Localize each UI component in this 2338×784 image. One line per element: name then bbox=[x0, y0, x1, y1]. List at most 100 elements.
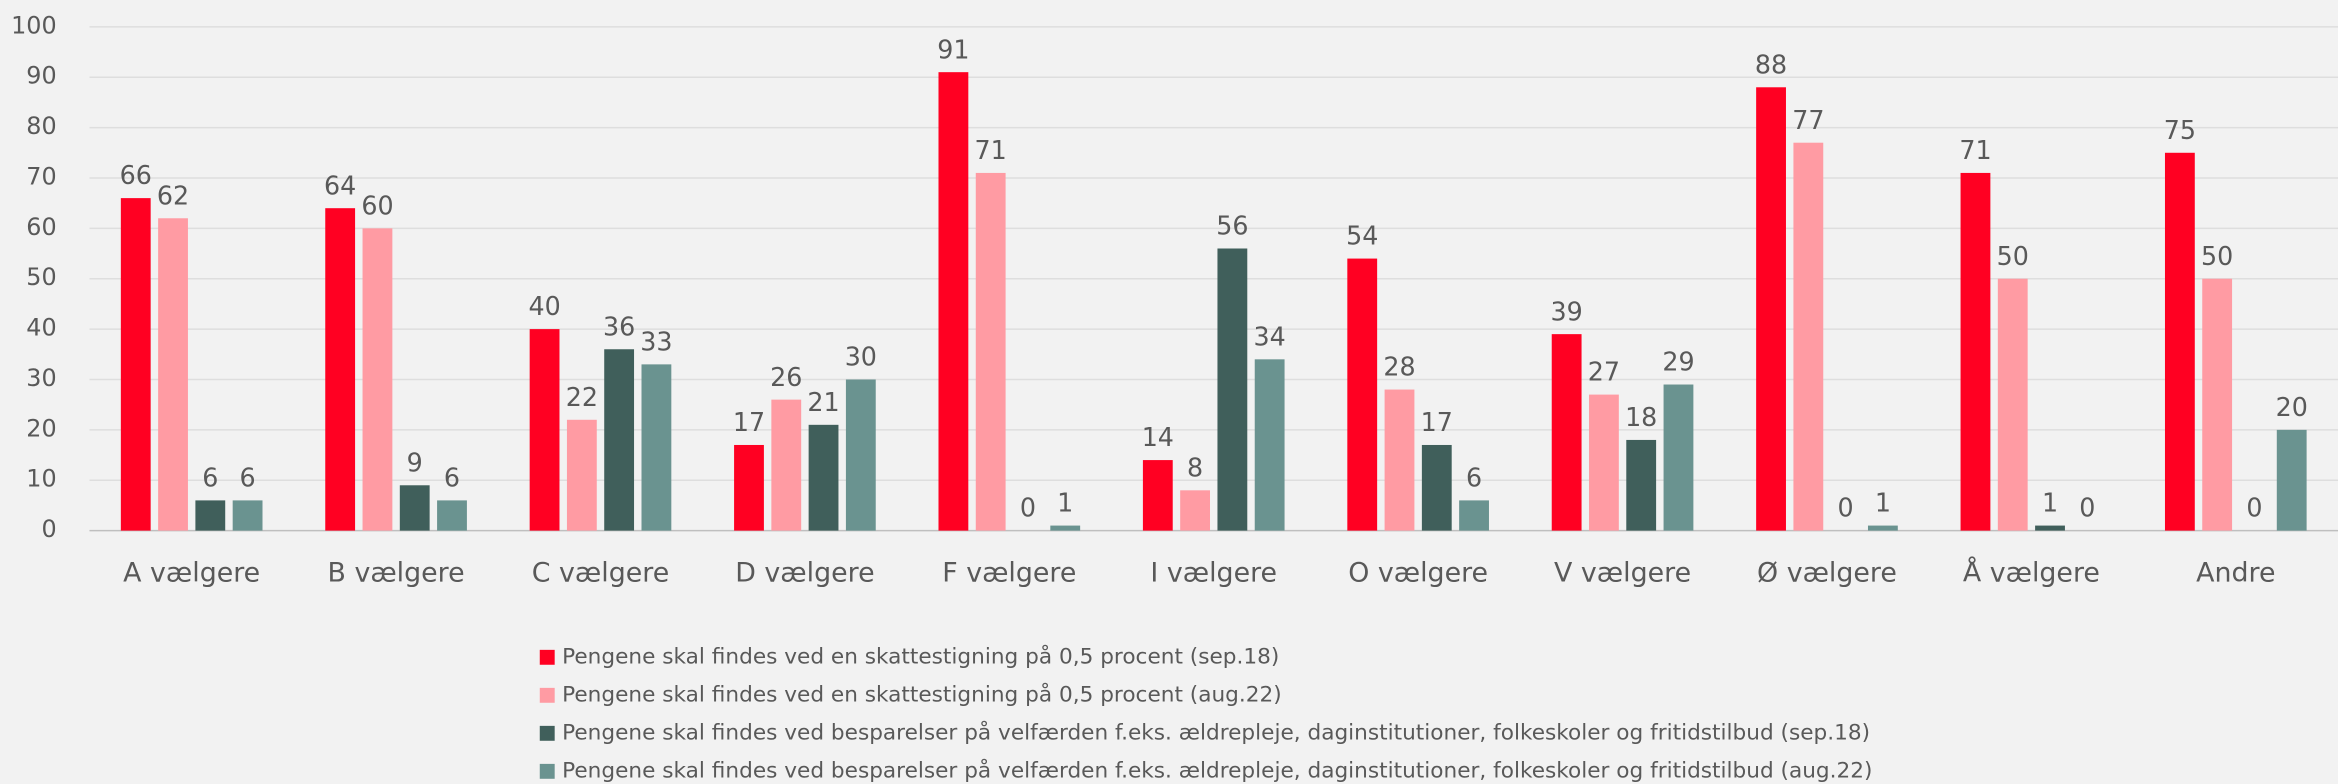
data-label: 64 bbox=[324, 170, 356, 200]
data-label: 77 bbox=[1792, 105, 1824, 135]
y-tick-label: 100 bbox=[11, 11, 57, 39]
data-label: 6 bbox=[240, 463, 256, 493]
legend-label: Pengene skal findes ved besparelser på v… bbox=[562, 719, 1870, 745]
data-label: 36 bbox=[603, 311, 635, 341]
bar bbox=[1459, 500, 1489, 531]
legend-label: Pengene skal findes ved besparelser på v… bbox=[562, 757, 1872, 783]
data-label: 1 bbox=[2042, 488, 2058, 518]
legend-label: Pengene skal findes ved en skattestignin… bbox=[562, 643, 1279, 669]
bar bbox=[1142, 460, 1173, 531]
bar bbox=[1180, 490, 1211, 531]
x-tick-label: I vælgere bbox=[1150, 557, 1277, 588]
bar bbox=[1626, 439, 1657, 531]
bar bbox=[1254, 359, 1285, 531]
x-tick-label: Å vælgere bbox=[1963, 556, 2100, 588]
bar bbox=[2035, 525, 2065, 531]
x-tick-label: D vælgere bbox=[735, 557, 874, 588]
y-tick-label: 70 bbox=[26, 162, 56, 190]
bar bbox=[2276, 429, 2307, 531]
bar bbox=[1960, 172, 1991, 531]
data-label: 66 bbox=[120, 160, 152, 190]
bar bbox=[325, 208, 356, 531]
y-tick-label: 60 bbox=[26, 213, 56, 241]
bar bbox=[529, 329, 560, 531]
data-label: 28 bbox=[1383, 352, 1415, 382]
legend-label: Pengene skal findes ved en skattestignin… bbox=[562, 681, 1282, 707]
data-label: 20 bbox=[2276, 392, 2308, 422]
data-label: 75 bbox=[2164, 115, 2196, 145]
data-label: 18 bbox=[1625, 402, 1657, 432]
bar bbox=[195, 500, 226, 531]
bar bbox=[1663, 384, 1694, 531]
bar bbox=[1756, 87, 1786, 531]
data-label: 22 bbox=[566, 382, 598, 412]
x-tick-label: O vælgere bbox=[1348, 557, 1488, 588]
data-label: 30 bbox=[845, 342, 877, 372]
bar bbox=[362, 228, 393, 531]
bar bbox=[734, 444, 764, 531]
x-tick-label: F vælgere bbox=[942, 557, 1076, 588]
data-label: 62 bbox=[157, 180, 189, 210]
data-label: 88 bbox=[1755, 49, 1787, 79]
bar bbox=[1217, 248, 1248, 531]
bar bbox=[641, 364, 672, 531]
bar bbox=[1793, 142, 1824, 531]
data-label: 0 bbox=[2246, 493, 2262, 523]
bar bbox=[1867, 525, 1898, 531]
data-label: 33 bbox=[640, 327, 672, 357]
data-label: 6 bbox=[1466, 463, 1482, 493]
y-tick-label: 30 bbox=[26, 364, 56, 392]
bar bbox=[1050, 525, 1081, 531]
data-label: 0 bbox=[2079, 493, 2095, 523]
x-tick-label: Ø vælgere bbox=[1757, 557, 1897, 588]
legend-swatch bbox=[539, 763, 555, 779]
y-tick-label: 20 bbox=[26, 414, 56, 442]
bar bbox=[2164, 152, 2195, 531]
bar bbox=[1384, 389, 1415, 531]
data-label: 0 bbox=[1838, 493, 1854, 523]
y-tick-label: 40 bbox=[26, 314, 56, 342]
bar bbox=[1997, 278, 2028, 531]
data-label: 50 bbox=[2201, 241, 2233, 271]
data-label: 34 bbox=[1254, 321, 1286, 351]
data-label: 91 bbox=[937, 34, 969, 64]
bar bbox=[158, 218, 188, 531]
bar bbox=[808, 424, 839, 531]
bar bbox=[1347, 258, 1378, 531]
y-tick-label: 80 bbox=[26, 112, 56, 140]
data-label: 9 bbox=[407, 447, 423, 477]
bar bbox=[399, 485, 430, 531]
data-label: 50 bbox=[1997, 241, 2029, 271]
data-label: 1 bbox=[1875, 488, 1891, 518]
data-label: 17 bbox=[733, 407, 765, 437]
bar bbox=[1551, 334, 1582, 531]
x-tick-label: A vælgere bbox=[123, 557, 260, 588]
x-tick-label: Andre bbox=[2196, 557, 2275, 588]
data-label: 0 bbox=[1020, 493, 1036, 523]
data-label: 17 bbox=[1421, 407, 1453, 437]
data-label: 29 bbox=[1662, 347, 1694, 377]
bar bbox=[938, 72, 969, 531]
y-tick-label: 90 bbox=[26, 62, 56, 90]
x-tick-label: V vælgere bbox=[1554, 557, 1691, 588]
data-label: 39 bbox=[1551, 296, 1583, 326]
data-label: 54 bbox=[1346, 221, 1378, 251]
bar bbox=[120, 198, 151, 531]
x-tick-label: B vælgere bbox=[328, 557, 465, 588]
bar bbox=[845, 379, 876, 531]
data-label: 40 bbox=[528, 291, 560, 321]
data-label: 56 bbox=[1216, 211, 1248, 241]
data-label: 21 bbox=[807, 387, 839, 417]
data-label: 8 bbox=[1187, 452, 1203, 482]
bar bbox=[1421, 444, 1452, 531]
legend-swatch bbox=[539, 649, 555, 665]
data-label: 71 bbox=[1959, 135, 1991, 165]
bar bbox=[2202, 278, 2233, 531]
legend-swatch bbox=[539, 725, 555, 741]
y-tick-label: 50 bbox=[26, 263, 56, 291]
data-label: 6 bbox=[444, 463, 460, 493]
bar bbox=[604, 349, 635, 531]
data-label: 6 bbox=[202, 463, 218, 493]
data-label: 27 bbox=[1588, 357, 1620, 387]
data-label: 60 bbox=[361, 190, 393, 220]
